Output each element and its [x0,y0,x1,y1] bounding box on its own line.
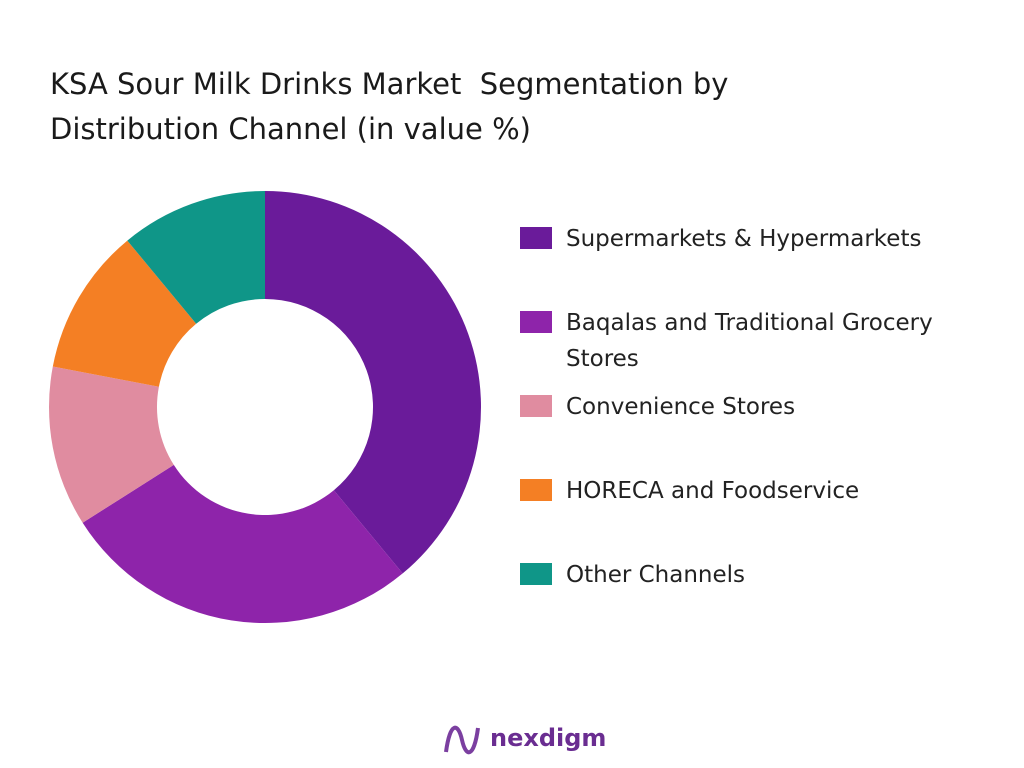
legend-label: Baqalas and Traditional Grocery Stores [566,310,933,372]
legend-swatch [520,311,552,333]
donut-segment [48,366,174,523]
donut-segment [127,191,265,324]
chart-title: KSA Sour Milk Drinks Market Segmentation… [50,67,738,146]
legend-swatch [520,395,552,417]
legend-item: Supermarkets & Hypermarkets [520,221,1006,257]
brand-name: nexdigm [490,724,607,752]
donut-segment [52,240,197,387]
donut-segment [265,191,481,574]
logo-icon [444,725,480,755]
legend-swatch [520,227,552,249]
legend-label: Other Channels [566,562,746,588]
legend-swatch [520,563,552,585]
legend-item: Convenience Stores [520,389,1006,425]
legend-item: Baqalas and Traditional Grocery Stores [520,305,1006,377]
legend-label: HORECA and Foodservice [566,478,860,504]
legend-swatch [520,479,552,501]
legend-label: Supermarkets & Hypermarkets [566,226,922,252]
brand-logo [444,725,480,755]
legend-item: Other Channels [520,557,1006,593]
legend-label: Convenience Stores [566,394,796,420]
donut-segment [82,464,403,623]
legend-item: HORECA and Foodservice [520,473,1006,509]
